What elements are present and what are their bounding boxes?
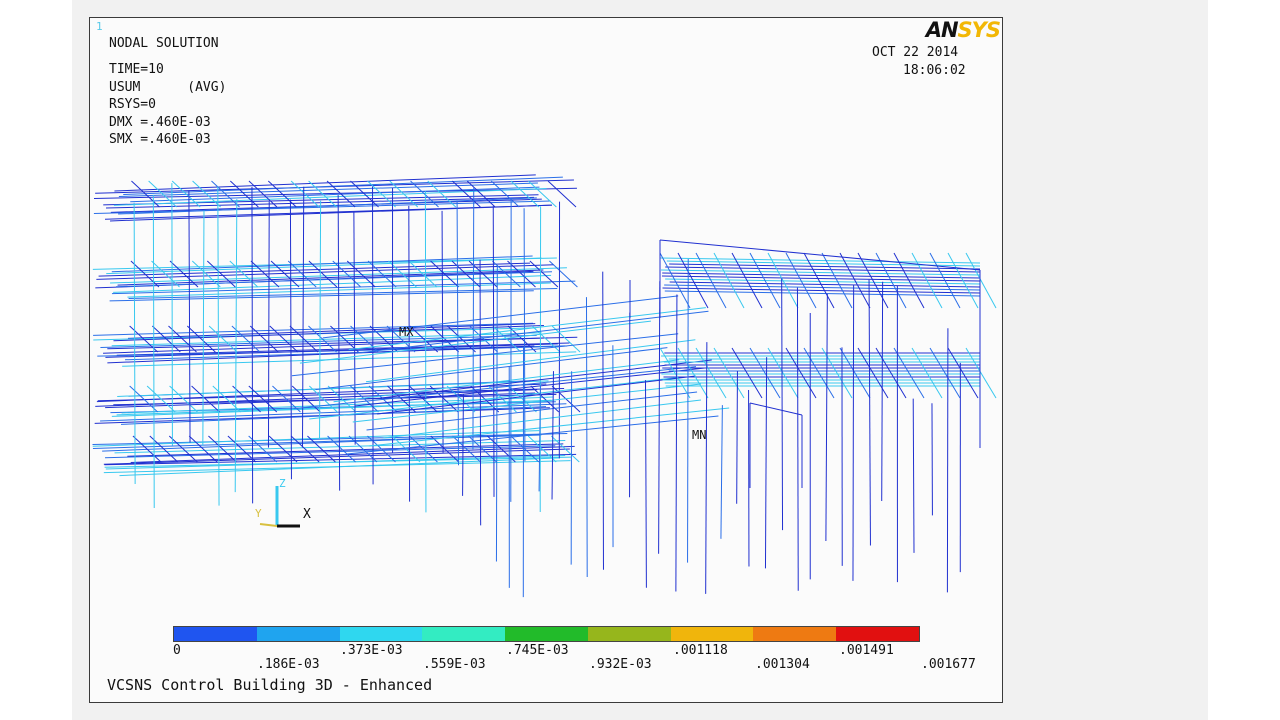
ansys-logo: ANSYS (925, 18, 1001, 42)
legend-label: .559E-03 (423, 657, 486, 672)
header-rsys: RSYS=0 (109, 97, 156, 112)
legend-label: .373E-03 (340, 643, 403, 658)
legend-color-segment (587, 627, 671, 641)
header-result: USUM (AVG) (109, 80, 227, 95)
plot-date: OCT 22 2014 (872, 45, 959, 60)
legend-color-segment (505, 627, 588, 641)
header-smx: SMX =.460E-03 (109, 132, 211, 147)
graphics-window[interactable]: 1 ANSYS NODAL SOLUTION TIME=10 USUM (AVG… (89, 17, 1003, 703)
triad-z-label: Z (279, 477, 286, 490)
legend-color-segment (753, 627, 837, 641)
legend-label: .745E-03 (506, 643, 569, 658)
legend-label: .001677 (921, 657, 976, 672)
legend-label: .001304 (755, 657, 810, 672)
plot-time: 18:06:02 (903, 63, 966, 78)
header-time: TIME=10 (109, 62, 164, 77)
window-number: 1 (96, 20, 103, 33)
triad-x-label: X (303, 507, 311, 522)
legend-color-segment (836, 627, 920, 641)
min-marker: MN (692, 428, 707, 442)
legend-label: .001491 (839, 643, 894, 658)
header-dmx: DMX =.460E-03 (109, 115, 211, 130)
legend-label: .932E-03 (589, 657, 652, 672)
contour-legend-bar (173, 626, 920, 642)
legend-color-segment (339, 627, 423, 641)
structural-wireframe-model (92, 174, 997, 598)
legend-label: 0 (173, 643, 181, 658)
triad-y-label: Y (255, 507, 262, 520)
plot-title: NODAL SOLUTION (109, 36, 219, 51)
legend-color-segment (422, 627, 506, 641)
legend-label: .186E-03 (257, 657, 320, 672)
legend-color-segment (670, 627, 754, 641)
legend-label: .001118 (673, 643, 728, 658)
legend-color-segment (256, 627, 340, 641)
max-marker: MX (399, 325, 414, 339)
model-title: VCSNS Control Building 3D - Enhanced (107, 676, 433, 694)
legend-color-segment (174, 627, 257, 641)
